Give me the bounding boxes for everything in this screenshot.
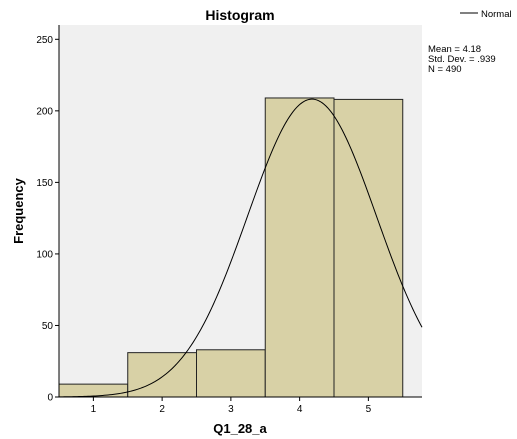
histogram-bar (264, 97, 335, 398)
x-tick-label: 2 (159, 404, 165, 415)
stat-mean: Mean = 4.18 (428, 44, 481, 55)
y-tick-label: 150 (36, 178, 53, 189)
y-tick-label: 100 (36, 249, 53, 260)
histogram-bar (333, 98, 404, 398)
y-ticks-group: 0 50 100 150 200 250 (36, 35, 59, 404)
x-tick-label: 4 (297, 404, 303, 415)
stat-std-dev: Std. Dev. = .939 (428, 54, 496, 65)
y-tick-label: 50 (42, 321, 54, 332)
y-tick-label: 250 (36, 35, 53, 46)
histogram-bar (58, 383, 129, 398)
y-axis-title: Frequency (11, 177, 26, 244)
chart-title: Histogram (205, 7, 274, 23)
histogram-bar (196, 349, 266, 398)
x-tick-label: 3 (228, 404, 234, 415)
x-tick-label: 5 (366, 404, 372, 415)
x-ticks-group: 1 2 3 4 5 (91, 397, 372, 415)
y-tick-label: 200 (36, 106, 53, 117)
histogram-bar (127, 352, 197, 398)
legend-normal-label: Normal (481, 9, 512, 20)
x-tick-label: 1 (91, 404, 97, 415)
normal-curve (58, 98, 423, 398)
y-tick-label: 0 (47, 393, 53, 404)
stat-n: N = 490 (428, 64, 462, 75)
bars-group (58, 97, 404, 398)
x-axis-title: Q1_28_a (213, 421, 267, 436)
